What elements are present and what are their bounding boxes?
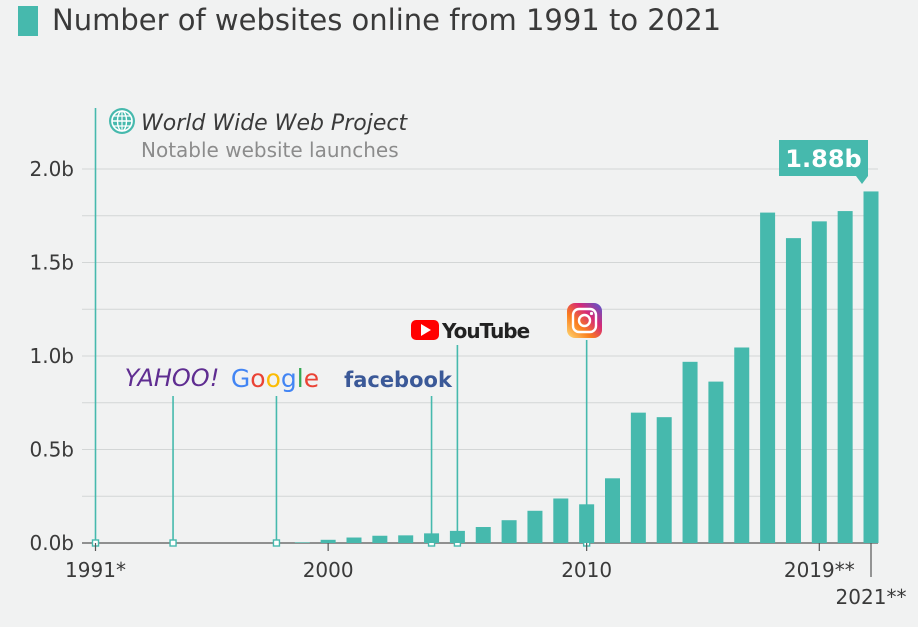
bar-2003 xyxy=(398,535,414,543)
highlight-callout: 1.88b xyxy=(779,140,868,184)
launch-marker xyxy=(169,539,177,547)
launch-logos: YAHOO! Google facebook YouTube xyxy=(125,303,602,393)
bar-2002 xyxy=(372,535,388,543)
x-axis: 1991* 2000 2010 2019** 2021** xyxy=(65,543,906,609)
highlight-value: 1.88b xyxy=(785,145,861,173)
youtube-logo: YouTube xyxy=(411,319,531,343)
y-tick-label: 0.0b xyxy=(29,531,74,555)
bar-2007 xyxy=(501,520,517,543)
title-accent-block xyxy=(18,6,38,36)
legend: World Wide Web Project Notable website l… xyxy=(109,108,408,162)
bar-2015 xyxy=(708,381,724,543)
bar-1999 xyxy=(294,542,310,543)
launch-marker xyxy=(272,539,281,547)
globe-icon xyxy=(109,108,135,134)
bar-2004 xyxy=(424,533,440,543)
bar-2008 xyxy=(527,510,543,543)
x-tick-label: 2000 xyxy=(303,558,354,582)
bars xyxy=(294,191,879,544)
bar-2001 xyxy=(346,537,362,543)
bar-2021 xyxy=(863,191,879,543)
y-tick-label: 1.0b xyxy=(29,344,74,368)
bar-2019 xyxy=(811,221,827,544)
yahoo-logo: YAHOO! xyxy=(125,364,220,392)
legend-launch-label: Notable website launches xyxy=(141,138,399,162)
x-tick-label: 2019** xyxy=(784,558,855,582)
y-axis-labels: 0.5b 1.0b 1.5b 2.0b 0.0b xyxy=(29,157,74,555)
bar-2018 xyxy=(785,238,801,543)
bar-2010 xyxy=(579,504,595,543)
bar-2005 xyxy=(449,530,465,543)
bar-2013 xyxy=(656,417,672,543)
bar-2009 xyxy=(553,498,569,543)
svg-text:YouTube: YouTube xyxy=(441,319,530,343)
bar-2016 xyxy=(734,347,750,543)
gridlines xyxy=(82,168,878,544)
bar-2011 xyxy=(605,478,620,543)
bar-2020 xyxy=(837,211,853,543)
facebook-logo: facebook xyxy=(344,368,453,392)
google-logo: Google xyxy=(231,364,319,393)
x-tick-label: 2021** xyxy=(836,585,907,609)
instagram-icon xyxy=(567,303,602,338)
bar-2014 xyxy=(682,361,698,543)
legend-project-label: World Wide Web Project xyxy=(141,111,408,136)
highlight-box xyxy=(779,140,868,176)
y-tick-label: 2.0b xyxy=(29,157,74,181)
bar-2012 xyxy=(630,412,646,543)
bar-2000 xyxy=(320,539,336,543)
chart-title: Number of websites online from 1991 to 2… xyxy=(52,3,722,37)
bar-2017 xyxy=(760,212,776,543)
bar-2006 xyxy=(475,527,491,543)
highlight-pointer xyxy=(856,176,868,184)
x-tick-label: 2010 xyxy=(561,558,612,582)
y-tick-label: 1.5b xyxy=(29,251,74,275)
x-tick-label: 1991* xyxy=(65,558,126,582)
y-tick-label: 0.5b xyxy=(29,438,74,462)
